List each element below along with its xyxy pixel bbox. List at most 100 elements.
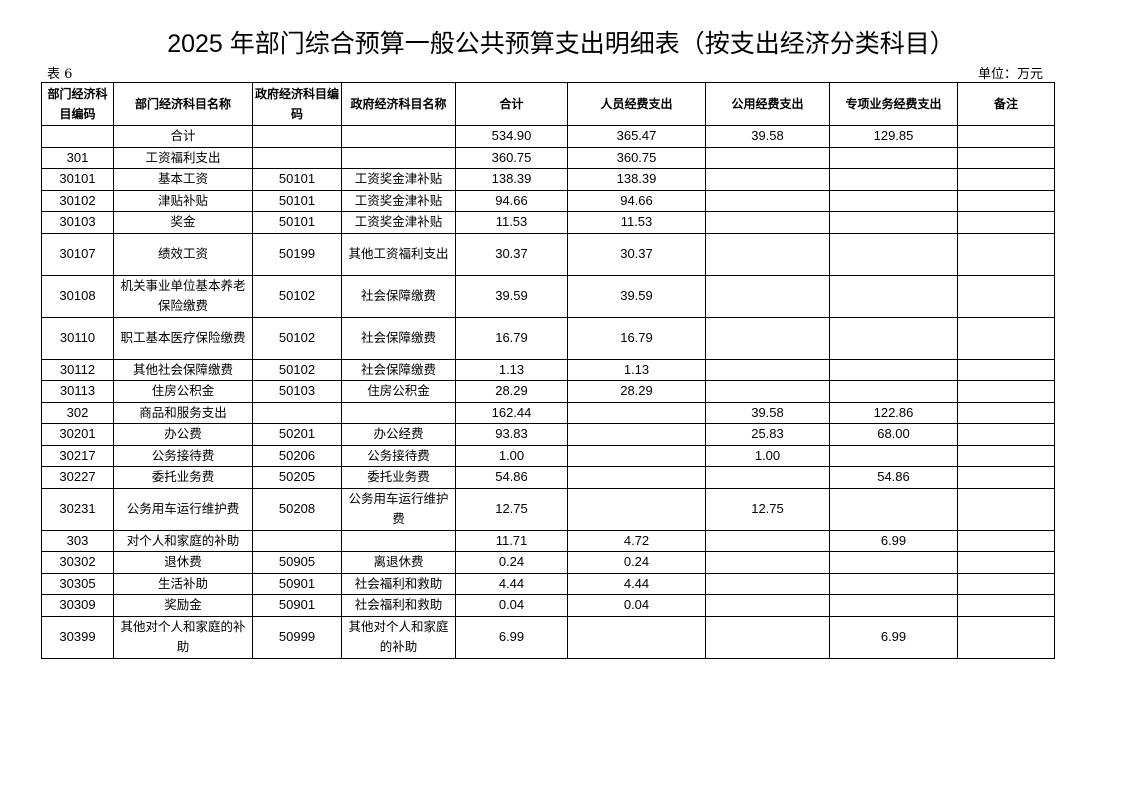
table-cell: 50102 <box>252 316 342 360</box>
table-row: 30399 其他对个人和家庭的补助 50999 其他对个人和家庭的补助 6.99 6.99 <box>41 615 1055 659</box>
table-cell: 50905 <box>252 551 342 574</box>
column-header: 公用经费支出 <box>705 82 830 126</box>
table-cell: 工资福利支出 <box>113 146 253 169</box>
table-cell <box>957 423 1055 446</box>
table-cell <box>957 594 1055 617</box>
table-cell <box>957 232 1055 276</box>
table-cell <box>705 551 830 574</box>
unit-label: 单位：万元 <box>978 67 1044 82</box>
table-row: 30112 其他社会保障缴费 50102 社会保障缴费 1.13 1.13 <box>41 358 1055 381</box>
table-row: 30201 办公费 50201 办公经费 93.83 25.83 68.00 <box>41 423 1055 446</box>
table-cell: 社会保障缴费 <box>341 358 456 381</box>
table-row: 30217 公务接待费 50206 公务接待费 1.00 1.00 <box>41 444 1055 467</box>
table-cell: 公务用车运行维护费 <box>341 487 456 531</box>
table-row: 30102 津贴补贴 50101 工资奖金津补贴 94.66 94.66 <box>41 189 1055 212</box>
table-row: 30107 绩效工资 50199 其他工资福利支出 30.37 30.37 <box>41 232 1055 276</box>
table-cell: 公务接待费 <box>341 444 456 467</box>
table-cell <box>567 423 706 446</box>
table-cell: 奖金 <box>113 211 253 234</box>
table-cell <box>957 466 1055 489</box>
table-cell <box>829 189 958 212</box>
table-cell <box>705 615 830 659</box>
table-cell: 社会保障缴费 <box>341 274 456 318</box>
table-cell: 50901 <box>252 572 342 595</box>
table-row: 30231 公务用车运行维护费 50208 公务用车运行维护费 12.75 12.75 <box>41 487 1055 531</box>
table-cell <box>705 189 830 212</box>
table-cell: 4.44 <box>567 572 706 595</box>
table-cell <box>957 189 1055 212</box>
table-cell: 534.90 <box>455 125 568 148</box>
table-cell: 302 <box>41 401 114 424</box>
table-cell <box>705 146 830 169</box>
table-cell: 30110 <box>41 316 114 360</box>
table-number: 表 6 <box>47 67 73 82</box>
column-header: 人员经费支出 <box>567 82 706 126</box>
table-cell: 其他社会保障缴费 <box>113 358 253 381</box>
table-cell: 0.24 <box>455 551 568 574</box>
table-cell: 94.66 <box>567 189 706 212</box>
table-cell: 30399 <box>41 615 114 659</box>
table-cell: 50201 <box>252 423 342 446</box>
table-cell: 138.39 <box>567 168 706 191</box>
table-cell: 28.29 <box>567 380 706 403</box>
table-cell <box>829 146 958 169</box>
table-cell: 1.13 <box>567 358 706 381</box>
table-cell: 工资奖金津补贴 <box>341 189 456 212</box>
table-row: 30101 基本工资 50101 工资奖金津补贴 138.39 138.39 <box>41 168 1055 191</box>
table-cell: 30231 <box>41 487 114 531</box>
table-cell: 0.24 <box>567 551 706 574</box>
table-cell <box>829 232 958 276</box>
table-cell <box>567 444 706 467</box>
table-cell: 1.13 <box>455 358 568 381</box>
table-cell: 11.71 <box>455 529 568 552</box>
table-cell: 30103 <box>41 211 114 234</box>
table-cell: 办公经费 <box>341 423 456 446</box>
table-cell: 其他工资福利支出 <box>341 232 456 276</box>
table-cell: 30107 <box>41 232 114 276</box>
table-cell <box>957 615 1055 659</box>
table-cell <box>705 358 830 381</box>
table-cell: 奖励金 <box>113 594 253 617</box>
table-row: 30227 委托业务费 50205 委托业务费 54.86 54.86 <box>41 466 1055 489</box>
table-row: 30309 奖励金 50901 社会福利和救助 0.04 0.04 <box>41 594 1055 617</box>
table-cell: 30309 <box>41 594 114 617</box>
table-cell <box>829 487 958 531</box>
table-cell <box>829 444 958 467</box>
header-row: 部门经济科目编码 部门经济科目名称 政府经济科目编码 政府经济科目名称 合计 人员经费支出… <box>41 82 1055 126</box>
table-cell <box>829 274 958 318</box>
table-cell <box>829 572 958 595</box>
table-cell: 4.44 <box>455 572 568 595</box>
table-cell: 工资奖金津补贴 <box>341 211 456 234</box>
table-cell: 公务用车运行维护费 <box>113 487 253 531</box>
table-cell <box>567 401 706 424</box>
table-cell <box>41 125 114 148</box>
table-cell: 办公费 <box>113 423 253 446</box>
table-cell: 16.79 <box>567 316 706 360</box>
table-cell <box>957 529 1055 552</box>
table-cell: 6.99 <box>829 529 958 552</box>
table-cell <box>957 125 1055 148</box>
table-cell: 30302 <box>41 551 114 574</box>
table-cell: 0.04 <box>567 594 706 617</box>
table-cell: 122.86 <box>829 401 958 424</box>
table-cell <box>705 594 830 617</box>
table-cell <box>957 211 1055 234</box>
page-title: 2025 年部门综合预算一般公共预算支出明细表（按支出经济分类科目） <box>167 30 955 58</box>
table-cell: 360.75 <box>455 146 568 169</box>
table-cell: 30217 <box>41 444 114 467</box>
budget-table: 部门经济科目编码 部门经济科目名称 政府经济科目编码 政府经济科目名称 合计 人员经费支出… <box>41 82 1055 659</box>
table-row: 302 商品和服务支出 162.44 39.58 122.86 <box>41 401 1055 424</box>
table-cell <box>829 168 958 191</box>
table-cell: 生活补助 <box>113 572 253 595</box>
table-cell: 4.72 <box>567 529 706 552</box>
table-cell <box>252 529 342 552</box>
table-cell <box>341 529 456 552</box>
table-cell: 住房公积金 <box>341 380 456 403</box>
table-cell <box>957 316 1055 360</box>
table-cell: 50206 <box>252 444 342 467</box>
table-cell: 社会福利和救助 <box>341 572 456 595</box>
table-cell <box>829 594 958 617</box>
table-cell: 对个人和家庭的补助 <box>113 529 253 552</box>
table-cell: 绩效工资 <box>113 232 253 276</box>
table-cell: 其他对个人和家庭的补助 <box>341 615 456 659</box>
